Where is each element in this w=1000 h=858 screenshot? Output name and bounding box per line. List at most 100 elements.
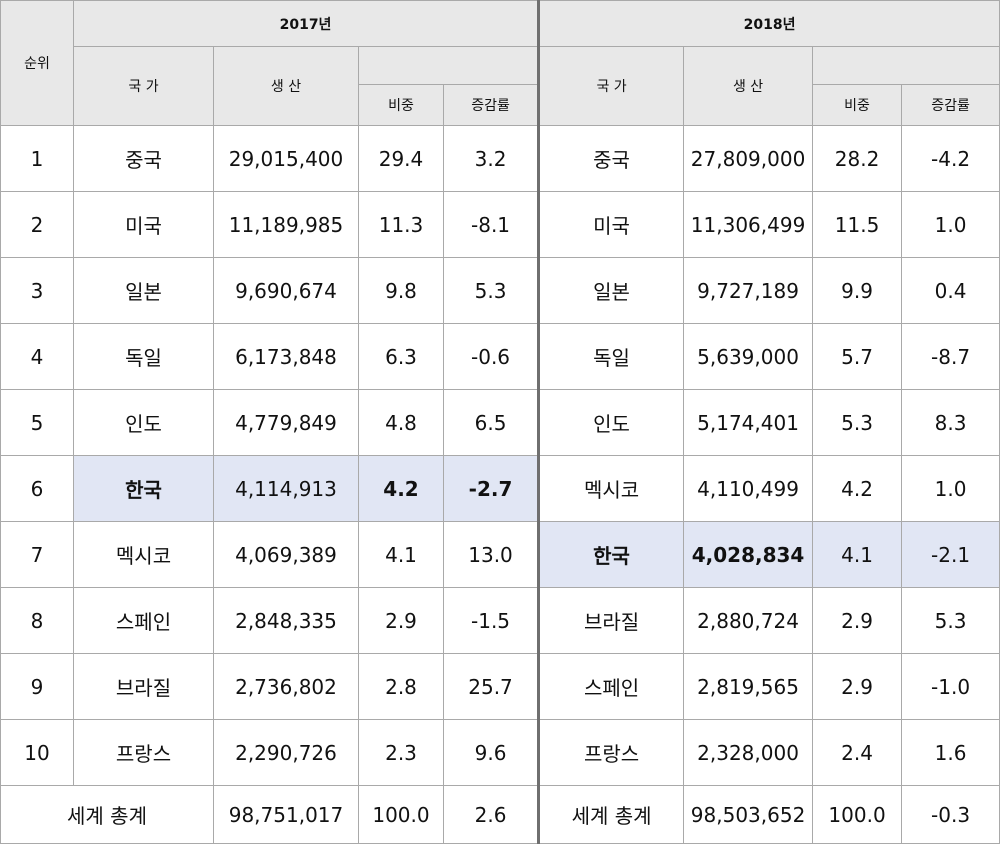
country-2018-cell: 중국 xyxy=(538,125,685,192)
country-2017-cell: 인도 xyxy=(73,389,214,456)
production-2017-cell: 2,848,335 xyxy=(213,587,359,654)
production-2018-cell: 27,809,000 xyxy=(683,125,814,192)
share-2017-cell-highlighted: 4.2 xyxy=(358,455,444,522)
share-2018-cell-highlighted: 4.1 xyxy=(812,521,903,588)
table-row: 10 프랑스 2,290,726 2.3 9.6 프랑스 2,328,000 2… xyxy=(0,719,1000,786)
rank-cell: 4 xyxy=(0,323,74,390)
production-header-2018: 생 산 xyxy=(683,46,814,126)
share-2017-cell: 4.1 xyxy=(358,521,444,588)
share-2018-cell: 5.3 xyxy=(812,389,903,456)
rank-cell: 2 xyxy=(0,191,74,258)
growth-header-2017: 증감률 xyxy=(442,84,541,126)
rank-cell: 10 xyxy=(0,719,74,786)
world-total-label-2018: 세계 총계 xyxy=(538,785,685,844)
production-2017-cell: 6,173,848 xyxy=(213,323,359,390)
table-row: 2 미국 11,189,985 11.3 -8.1 미국 11,306,499 … xyxy=(0,191,1000,258)
share-2017-cell: 2.8 xyxy=(358,653,444,720)
share-2018-cell: 11.5 xyxy=(812,191,903,258)
growth-2017-cell: 9.6 xyxy=(442,719,541,786)
share-2017-cell: 9.8 xyxy=(358,257,444,324)
country-2018-cell: 미국 xyxy=(538,191,685,258)
rank-cell: 9 xyxy=(0,653,74,720)
share-2018-cell: 5.7 xyxy=(812,323,903,390)
production-2017-cell: 11,189,985 xyxy=(213,191,359,258)
country-2018-cell: 스페인 xyxy=(538,653,685,720)
world-total-label-2017: 세계 총계 xyxy=(0,785,214,844)
production-2018-cell-highlighted: 4,028,834 xyxy=(683,521,814,588)
country-2017-cell: 중국 xyxy=(73,125,214,192)
country-2017-cell: 일본 xyxy=(73,257,214,324)
world-total-growth-2017: 2.6 xyxy=(442,785,541,844)
share-2017-cell: 4.8 xyxy=(358,389,444,456)
production-2017-cell: 4,779,849 xyxy=(213,389,359,456)
rank-cell: 1 xyxy=(0,125,74,192)
table-row: 8 스페인 2,848,335 2.9 -1.5 브라질 2,880,724 2… xyxy=(0,587,1000,654)
rank-cell: 5 xyxy=(0,389,74,456)
world-total-growth-2018: -0.3 xyxy=(901,785,1000,844)
growth-2017-cell: 13.0 xyxy=(442,521,541,588)
share-2017-cell: 2.3 xyxy=(358,719,444,786)
country-2018-cell-highlighted: 한국 xyxy=(538,521,685,588)
production-2018-cell: 9,727,189 xyxy=(683,257,814,324)
country-2017-cell: 스페인 xyxy=(73,587,214,654)
country-2017-cell: 브라질 xyxy=(73,653,214,720)
country-2017-cell: 미국 xyxy=(73,191,214,258)
country-2018-cell: 멕시코 xyxy=(538,455,685,522)
growth-2017-cell: 6.5 xyxy=(442,389,541,456)
year-2018-header: 2018년 xyxy=(538,0,1000,47)
rank-cell: 3 xyxy=(0,257,74,324)
world-total-share-2018: 100.0 xyxy=(812,785,903,844)
table-row: 6 한국 4,114,913 4.2 -2.7 멕시코 4,110,499 4.… xyxy=(0,455,1000,522)
growth-2018-cell: 1.0 xyxy=(901,191,1000,258)
share-2018-cell: 2.9 xyxy=(812,587,903,654)
growth-2017-cell: 3.2 xyxy=(442,125,541,192)
share-2017-cell: 6.3 xyxy=(358,323,444,390)
share-2018-cell: 9.9 xyxy=(812,257,903,324)
production-2018-cell: 5,639,000 xyxy=(683,323,814,390)
country-2017-cell: 프랑스 xyxy=(73,719,214,786)
table-row: 5 인도 4,779,849 4.8 6.5 인도 5,174,401 5.3 … xyxy=(0,389,1000,456)
production-header-2017: 생 산 xyxy=(213,46,359,126)
growth-2017-cell: 25.7 xyxy=(442,653,541,720)
share-2017-cell: 11.3 xyxy=(358,191,444,258)
production-2017-cell: 29,015,400 xyxy=(213,125,359,192)
production-2017-cell: 2,736,802 xyxy=(213,653,359,720)
share-2018-cell: 28.2 xyxy=(812,125,903,192)
world-total-production-2017: 98,751,017 xyxy=(213,785,359,844)
world-total-production-2018: 98,503,652 xyxy=(683,785,814,844)
growth-2017-cell: -0.6 xyxy=(442,323,541,390)
country-header-2018: 국 가 xyxy=(538,46,685,126)
share-header-2017: 비중 xyxy=(358,84,444,126)
production-2018-cell: 2,819,565 xyxy=(683,653,814,720)
country-2018-cell: 독일 xyxy=(538,323,685,390)
growth-2018-cell: 5.3 xyxy=(901,587,1000,654)
country-2017-cell: 멕시코 xyxy=(73,521,214,588)
share-2018-cell: 4.2 xyxy=(812,455,903,522)
table-row: 1 중국 29,015,400 29.4 3.2 중국 27,809,000 2… xyxy=(0,125,1000,192)
country-2018-cell: 브라질 xyxy=(538,587,685,654)
rank-cell: 8 xyxy=(0,587,74,654)
growth-2018-cell: 0.4 xyxy=(901,257,1000,324)
production-group-spacer-2018 xyxy=(812,46,1000,85)
country-2018-cell: 인도 xyxy=(538,389,685,456)
growth-2017-cell: -8.1 xyxy=(442,191,541,258)
country-2017-cell-highlighted: 한국 xyxy=(73,455,214,522)
production-2018-cell: 11,306,499 xyxy=(683,191,814,258)
growth-2017-cell-highlighted: -2.7 xyxy=(442,455,541,522)
growth-2018-cell: 1.0 xyxy=(901,455,1000,522)
production-2017-cell: 9,690,674 xyxy=(213,257,359,324)
total-row: 세계 총계 98,751,017 100.0 2.6 세계 총계 98,503,… xyxy=(0,785,1000,844)
production-2017-cell-highlighted: 4,114,913 xyxy=(213,455,359,522)
country-2018-cell: 일본 xyxy=(538,257,685,324)
rank-header: 순위 xyxy=(0,0,74,126)
production-2018-cell: 4,110,499 xyxy=(683,455,814,522)
growth-2018-cell-highlighted: -2.1 xyxy=(901,521,1000,588)
share-2018-cell: 2.9 xyxy=(812,653,903,720)
production-2018-cell: 2,328,000 xyxy=(683,719,814,786)
growth-2018-cell: 8.3 xyxy=(901,389,1000,456)
growth-2018-cell: 1.6 xyxy=(901,719,1000,786)
growth-2018-cell: -4.2 xyxy=(901,125,1000,192)
production-2018-cell: 5,174,401 xyxy=(683,389,814,456)
country-2017-cell: 독일 xyxy=(73,323,214,390)
